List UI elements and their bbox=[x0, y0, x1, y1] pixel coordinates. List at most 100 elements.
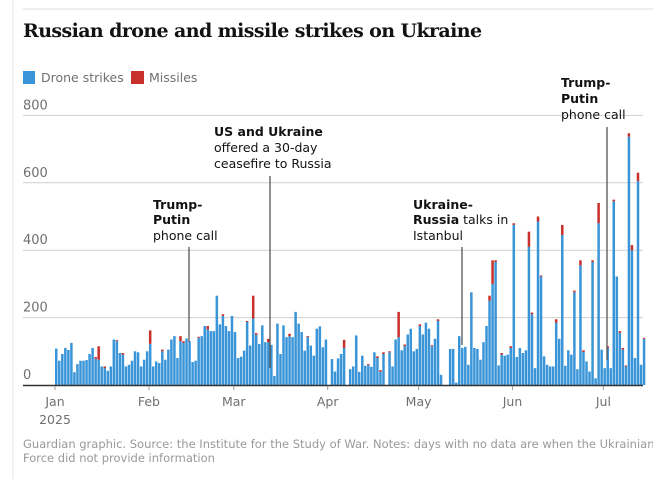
bar-drones bbox=[133, 351, 137, 385]
bar-missiles bbox=[182, 341, 185, 343]
annotation-bold: Ukraine- bbox=[413, 197, 473, 212]
bar-drones bbox=[285, 337, 288, 385]
bar-drones bbox=[167, 349, 170, 386]
bar-missiles bbox=[251, 295, 255, 319]
annotation-line2: Russia talks in bbox=[413, 212, 508, 227]
bar-drones bbox=[115, 341, 119, 385]
bar-drones bbox=[397, 337, 400, 385]
chart-title: Russian drone and missile strikes on Ukr… bbox=[23, 20, 482, 42]
bar-drones bbox=[630, 250, 634, 385]
bar-drones bbox=[339, 354, 343, 385]
y-tick-label: 0 bbox=[23, 368, 31, 383]
x-tick-label: Feb bbox=[138, 394, 160, 409]
bar-missiles bbox=[379, 370, 382, 372]
bar-drones bbox=[209, 331, 213, 385]
bar-drones bbox=[179, 341, 182, 385]
legend-swatch-drones bbox=[23, 71, 35, 84]
bar-drones bbox=[533, 368, 537, 385]
bar-drones bbox=[530, 314, 534, 385]
bar-missiles bbox=[103, 366, 106, 369]
bar-drones bbox=[367, 365, 370, 385]
bar-drones bbox=[139, 366, 143, 385]
annotation-text: phone call bbox=[561, 107, 626, 122]
bar-drones bbox=[94, 358, 97, 385]
x-tick-label: Jan bbox=[44, 394, 64, 409]
bar-drones bbox=[76, 364, 79, 385]
bar-drones bbox=[142, 359, 146, 386]
bar-drones bbox=[545, 364, 549, 385]
bar-drones bbox=[527, 246, 531, 385]
bar-missiles bbox=[206, 326, 209, 330]
annotation-bold: Putin bbox=[153, 212, 190, 227]
bar-missiles bbox=[582, 350, 585, 352]
bar-drones bbox=[294, 311, 297, 385]
bar-drones bbox=[551, 366, 555, 385]
bar-missiles bbox=[488, 295, 491, 301]
bar-drones bbox=[370, 366, 373, 385]
bar-drones bbox=[297, 323, 300, 385]
bar-drones bbox=[524, 350, 528, 385]
bar-drones bbox=[639, 364, 643, 385]
bar-drones bbox=[224, 326, 228, 385]
x-tick-label: May bbox=[406, 394, 432, 409]
bar-drones bbox=[354, 335, 358, 385]
bar-missiles bbox=[561, 224, 564, 236]
bar-drones bbox=[585, 361, 588, 385]
bar-drones bbox=[173, 336, 176, 385]
bar-drones bbox=[85, 360, 88, 385]
bar-drones bbox=[500, 354, 503, 385]
legend: Drone strikes Missiles bbox=[23, 70, 197, 85]
x-tick-year: 2025 bbox=[39, 412, 71, 427]
bar-drones bbox=[503, 355, 506, 385]
bar-drones bbox=[151, 366, 155, 385]
bar-missiles bbox=[591, 260, 594, 262]
bar-drones bbox=[276, 323, 279, 385]
bar-drones bbox=[430, 346, 434, 386]
bar-drones bbox=[621, 349, 625, 386]
bar-missiles bbox=[500, 352, 503, 355]
bar-missiles bbox=[527, 231, 531, 247]
bar-drones bbox=[79, 360, 82, 385]
bar-drones bbox=[203, 326, 206, 385]
bar-drones bbox=[233, 332, 237, 385]
bar-drones bbox=[415, 348, 419, 385]
bar-drones bbox=[464, 346, 467, 385]
bar-drones bbox=[321, 347, 325, 385]
bar-drones bbox=[109, 366, 113, 385]
bar-missiles bbox=[512, 223, 516, 225]
legend-label-missiles: Missiles bbox=[149, 70, 197, 85]
bar-drones bbox=[261, 325, 264, 385]
bar-drones bbox=[548, 366, 552, 385]
bar-drones bbox=[288, 336, 291, 385]
bar-drones bbox=[200, 336, 203, 385]
bar-missiles bbox=[624, 365, 628, 367]
bar-drones bbox=[567, 350, 570, 385]
bar-drones bbox=[606, 347, 609, 385]
bar-drones bbox=[194, 360, 197, 385]
bar-drones bbox=[588, 371, 591, 385]
bar-drones bbox=[67, 349, 70, 385]
bar-drones bbox=[176, 358, 179, 385]
bar-drones bbox=[242, 350, 246, 385]
bar-missiles bbox=[288, 333, 291, 337]
bar-drones bbox=[118, 352, 122, 386]
bar-drones bbox=[470, 292, 473, 385]
annotation-text: ceasefire to Russia bbox=[214, 156, 332, 171]
bar-drones bbox=[373, 352, 376, 385]
bar-drones bbox=[282, 325, 285, 385]
bar-drones bbox=[379, 371, 382, 385]
bar-missiles bbox=[627, 133, 631, 137]
x-tick-label: Apr bbox=[317, 394, 339, 409]
bar-missiles bbox=[403, 344, 406, 347]
bar-drones bbox=[609, 368, 612, 385]
bar-drones bbox=[64, 347, 67, 385]
bar-drones bbox=[573, 292, 576, 385]
annotation-bold: US and Ukraine bbox=[214, 124, 323, 139]
bar-drones bbox=[121, 354, 125, 385]
bar-drones bbox=[536, 221, 540, 385]
bar-drones bbox=[509, 347, 512, 385]
bar-drones bbox=[161, 351, 164, 385]
bar-drones bbox=[461, 347, 464, 385]
bar-drones bbox=[479, 359, 482, 386]
